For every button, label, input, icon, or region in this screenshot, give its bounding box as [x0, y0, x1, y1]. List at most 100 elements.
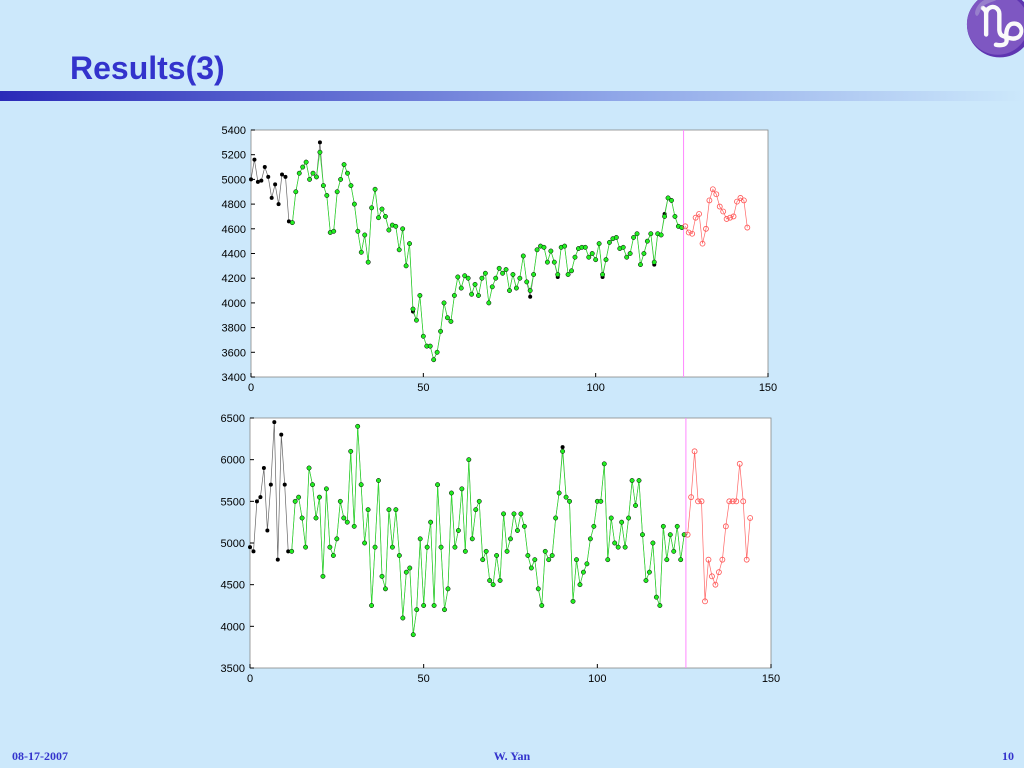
data-point: [627, 251, 633, 256]
data-point: [310, 170, 316, 176]
data-point: [551, 259, 557, 265]
data-point: [434, 349, 440, 355]
data-point: [705, 556, 712, 563]
logo-symbol: ♑: [963, 0, 1024, 59]
data-point: [341, 162, 347, 168]
data-point: [747, 515, 754, 521]
data-point: [296, 170, 302, 176]
data-point: [427, 343, 433, 349]
data-point: [580, 569, 586, 575]
data-point: [431, 603, 437, 608]
data-point: [549, 553, 555, 558]
data-point: [289, 548, 295, 554]
data-point: [445, 315, 450, 321]
data-point: [684, 531, 691, 538]
data-point: [334, 536, 340, 542]
data-point: [296, 494, 302, 500]
plot-area: [250, 129, 769, 378]
data-point: [362, 232, 368, 238]
data-point: [727, 214, 733, 221]
data-point: [276, 202, 281, 207]
data-point: [262, 165, 267, 170]
data-point: [286, 219, 291, 224]
data-point: [577, 582, 583, 588]
data-point: [493, 275, 499, 281]
data-point: [283, 174, 288, 179]
y-tick-label: 4000: [222, 298, 246, 310]
data-point: [396, 247, 402, 253]
data-point: [445, 586, 451, 592]
footer-date: 08-17-2007: [12, 749, 68, 763]
data-point: [282, 482, 287, 487]
data-point: [348, 448, 354, 454]
x-tick-label: 100: [586, 382, 604, 394]
data-point: [462, 548, 468, 554]
x-tick-label: 150: [762, 673, 780, 685]
data-point: [466, 457, 472, 463]
data-point: [709, 573, 715, 580]
data-point: [555, 272, 561, 277]
data-point: [709, 186, 716, 193]
data-point: [605, 557, 611, 563]
data-point: [696, 211, 702, 217]
data-point: [317, 149, 323, 155]
data-point: [251, 549, 256, 554]
data-point: [351, 523, 357, 529]
data-point: [459, 486, 465, 492]
data-point: [503, 267, 509, 273]
data-point: [476, 498, 482, 504]
data-point: [259, 178, 264, 183]
data-point: [650, 540, 656, 546]
data-point: [518, 511, 524, 517]
data-point: [729, 498, 736, 505]
data-point: [383, 586, 388, 592]
data-point: [584, 561, 590, 567]
data-point: [593, 257, 599, 263]
data-point: [465, 275, 471, 281]
data-point: [629, 478, 635, 483]
data-point: [562, 243, 568, 249]
data-point: [504, 548, 510, 554]
data-point: [520, 253, 526, 259]
data-point: [497, 578, 503, 583]
data-point: [615, 544, 621, 550]
data-point: [691, 448, 698, 455]
data-point: [417, 293, 423, 298]
data-point: [634, 231, 640, 237]
data-point: [303, 159, 309, 165]
data-point: [685, 229, 692, 236]
data-point: [458, 285, 464, 291]
data-point: [355, 423, 361, 429]
data-point: [483, 548, 489, 554]
data-point: [500, 270, 506, 276]
data-point: [640, 532, 645, 538]
data-point: [455, 274, 461, 280]
data-point: [569, 268, 574, 274]
data-point: [469, 291, 475, 297]
y-tick-label: 4600: [222, 224, 246, 236]
data-point: [510, 272, 516, 277]
data-point: [720, 208, 727, 215]
x-tick-label: 50: [417, 382, 429, 394]
y-tick-label: 3500: [221, 663, 245, 675]
data-point: [574, 557, 579, 563]
data-point: [265, 528, 270, 533]
data-point: [671, 548, 677, 554]
data-point: [665, 195, 671, 201]
data-point: [389, 544, 395, 550]
data-point: [486, 300, 492, 306]
data-point: [648, 231, 654, 237]
data-point: [369, 205, 375, 211]
data-point: [428, 519, 434, 525]
data-point: [688, 494, 695, 501]
data-point: [449, 490, 454, 496]
data-point: [323, 486, 329, 492]
y-tick-label: 4200: [222, 273, 246, 285]
data-point: [421, 603, 427, 608]
data-point: [528, 565, 534, 571]
data-point: [689, 230, 696, 237]
data-point: [638, 262, 643, 268]
data-point: [598, 498, 604, 504]
